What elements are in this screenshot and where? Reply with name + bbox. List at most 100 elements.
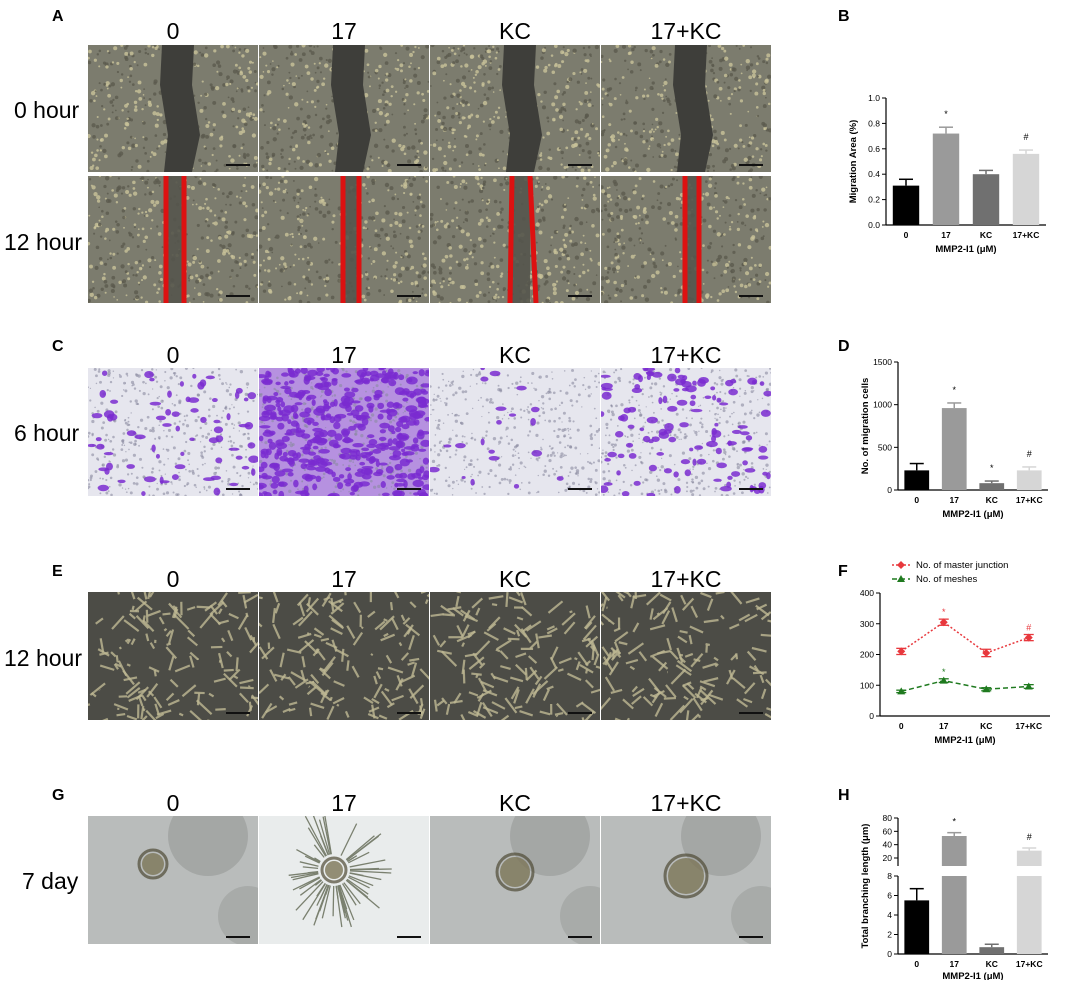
data-point xyxy=(939,618,948,627)
x-axis-label: MMP2-I1 (μM) xyxy=(934,735,995,746)
y-tick-label: 0.4 xyxy=(868,169,880,179)
x-tick-label: 0 xyxy=(904,230,909,240)
column-header-17kc: 17+KC xyxy=(650,18,722,44)
y-tick-label: 60 xyxy=(883,826,893,836)
x-axis-label: MMP2-I1 (μM) xyxy=(942,509,1003,520)
x-tick-label: 17 xyxy=(950,495,960,505)
column-header-17: 17 xyxy=(331,18,357,44)
micrograph-scratch-12h xyxy=(259,176,429,303)
x-tick-label: KC xyxy=(980,230,992,240)
y-tick-label: 80 xyxy=(883,813,893,823)
panel-letter-h: H xyxy=(838,787,850,804)
micrograph-tube-formation xyxy=(601,592,771,720)
chart-migration-cells: 0 500 1000 1500 0 17 * KC * 17+KC # MMP2-I1 (μM) No.… xyxy=(860,357,1048,520)
column-header-17kc: 17+KC xyxy=(650,342,722,368)
y-tick-label: 0 xyxy=(887,485,892,495)
column-header-17: 17 xyxy=(331,790,357,816)
bar xyxy=(979,947,1005,954)
panel-letter-g: G xyxy=(52,787,65,804)
scale-bar xyxy=(568,295,592,297)
data-point xyxy=(1024,633,1033,642)
y-tick-label: 400 xyxy=(860,588,874,598)
scale-bar xyxy=(226,164,250,166)
data-point xyxy=(897,647,906,656)
scale-bar xyxy=(739,164,763,166)
data-point xyxy=(1024,682,1033,690)
micrograph-scratch-0h xyxy=(88,45,258,172)
significance-mark: * xyxy=(944,109,948,119)
chart-branching-length: 0 2 4 6 8 20 40 60 80 0 17 * KC 17+KC # MMP2-I1 (μM) Tot… xyxy=(860,813,1048,980)
significance-mark: # xyxy=(1026,623,1031,633)
x-tick-label: 0 xyxy=(914,495,919,505)
y-tick-label: 1.0 xyxy=(868,93,880,103)
significance-mark: # xyxy=(1027,449,1032,459)
panel-letter-c: C xyxy=(52,338,64,355)
legend-marker xyxy=(897,575,905,582)
panel-letter-b: B xyxy=(838,8,850,25)
bar xyxy=(979,483,1005,490)
y-tick-label: 200 xyxy=(860,650,874,660)
panel-letter-a: A xyxy=(52,8,64,25)
x-tick-label: 17+KC xyxy=(1016,959,1043,969)
bar-lower xyxy=(941,876,967,954)
significance-mark: * xyxy=(952,817,956,827)
micrograph-tube-formation xyxy=(259,592,429,720)
legend-label: No. of master junction xyxy=(916,560,1008,571)
bar xyxy=(904,900,930,954)
row-label-12-hour: 12 hour xyxy=(4,645,83,671)
y-tick-label: 0.8 xyxy=(868,118,880,128)
scale-bar xyxy=(226,295,250,297)
series-line xyxy=(901,679,1029,693)
x-tick-label: 17+KC xyxy=(1013,230,1040,240)
x-tick-label: 17 xyxy=(950,959,960,969)
micrograph-spheroid xyxy=(259,816,429,944)
column-header-kc: KC xyxy=(499,566,531,592)
chart-migration-area: 0.0 0.2 0.4 0.6 0.8 1.0 0 17 * KC 17+KC # MMP2-I1 (μ… xyxy=(848,93,1046,255)
scale-bar xyxy=(397,488,421,490)
x-tick-label: 17 xyxy=(939,721,949,731)
x-tick-label: KC xyxy=(986,495,998,505)
micrograph-transwell xyxy=(259,368,429,496)
scale-bar xyxy=(739,488,763,490)
micrograph-scratch-12h xyxy=(601,176,771,303)
y-tick-label: 0 xyxy=(887,949,892,959)
x-tick-label: 17+KC xyxy=(1015,721,1042,731)
micrograph-tube-formation xyxy=(430,592,600,720)
row-label-6-hour: 6 hour xyxy=(14,420,80,446)
panel-letter-e: E xyxy=(52,563,63,580)
chart-tube-formation: 0 100 200 300 400 0 17 KC 17+KC * # No. of master j… xyxy=(860,560,1050,746)
data-point xyxy=(939,676,948,684)
column-header-17: 17 xyxy=(331,566,357,592)
scale-bar xyxy=(397,164,421,166)
y-tick-label: 500 xyxy=(878,442,892,452)
significance-mark: # xyxy=(1023,132,1028,142)
column-header-17kc: 17+KC xyxy=(650,566,722,592)
y-tick-label: 2 xyxy=(887,930,892,940)
bar xyxy=(1016,470,1042,490)
bar xyxy=(932,133,960,225)
bar-upper xyxy=(941,836,967,866)
micrograph-transwell xyxy=(88,368,258,496)
micrograph-transwell xyxy=(430,368,600,496)
y-axis-label: Total branching length (μm) xyxy=(860,824,871,949)
y-tick-label: 0.2 xyxy=(868,195,880,205)
x-tick-label: KC xyxy=(986,959,998,969)
y-tick-label: 1500 xyxy=(873,357,892,367)
data-point xyxy=(897,687,906,695)
y-tick-label: 40 xyxy=(883,840,893,850)
scale-bar xyxy=(739,712,763,714)
micrograph-scratch-12h xyxy=(430,176,600,303)
y-axis-label: No. of migration cells xyxy=(860,378,871,475)
row-label-12-hour: 12 hour xyxy=(4,229,83,255)
significance-mark: * xyxy=(990,463,994,473)
y-tick-label: 20 xyxy=(883,853,893,863)
column-header-0: 0 xyxy=(166,342,180,368)
row-label-7-day: 7 day xyxy=(22,868,79,894)
series-line xyxy=(900,621,1030,654)
y-tick-label: 4 xyxy=(887,910,892,920)
column-header-0: 0 xyxy=(166,790,180,816)
scale-bar xyxy=(226,712,250,714)
scale-bar xyxy=(397,712,421,714)
data-point xyxy=(982,648,991,657)
scale-bar xyxy=(397,936,421,938)
